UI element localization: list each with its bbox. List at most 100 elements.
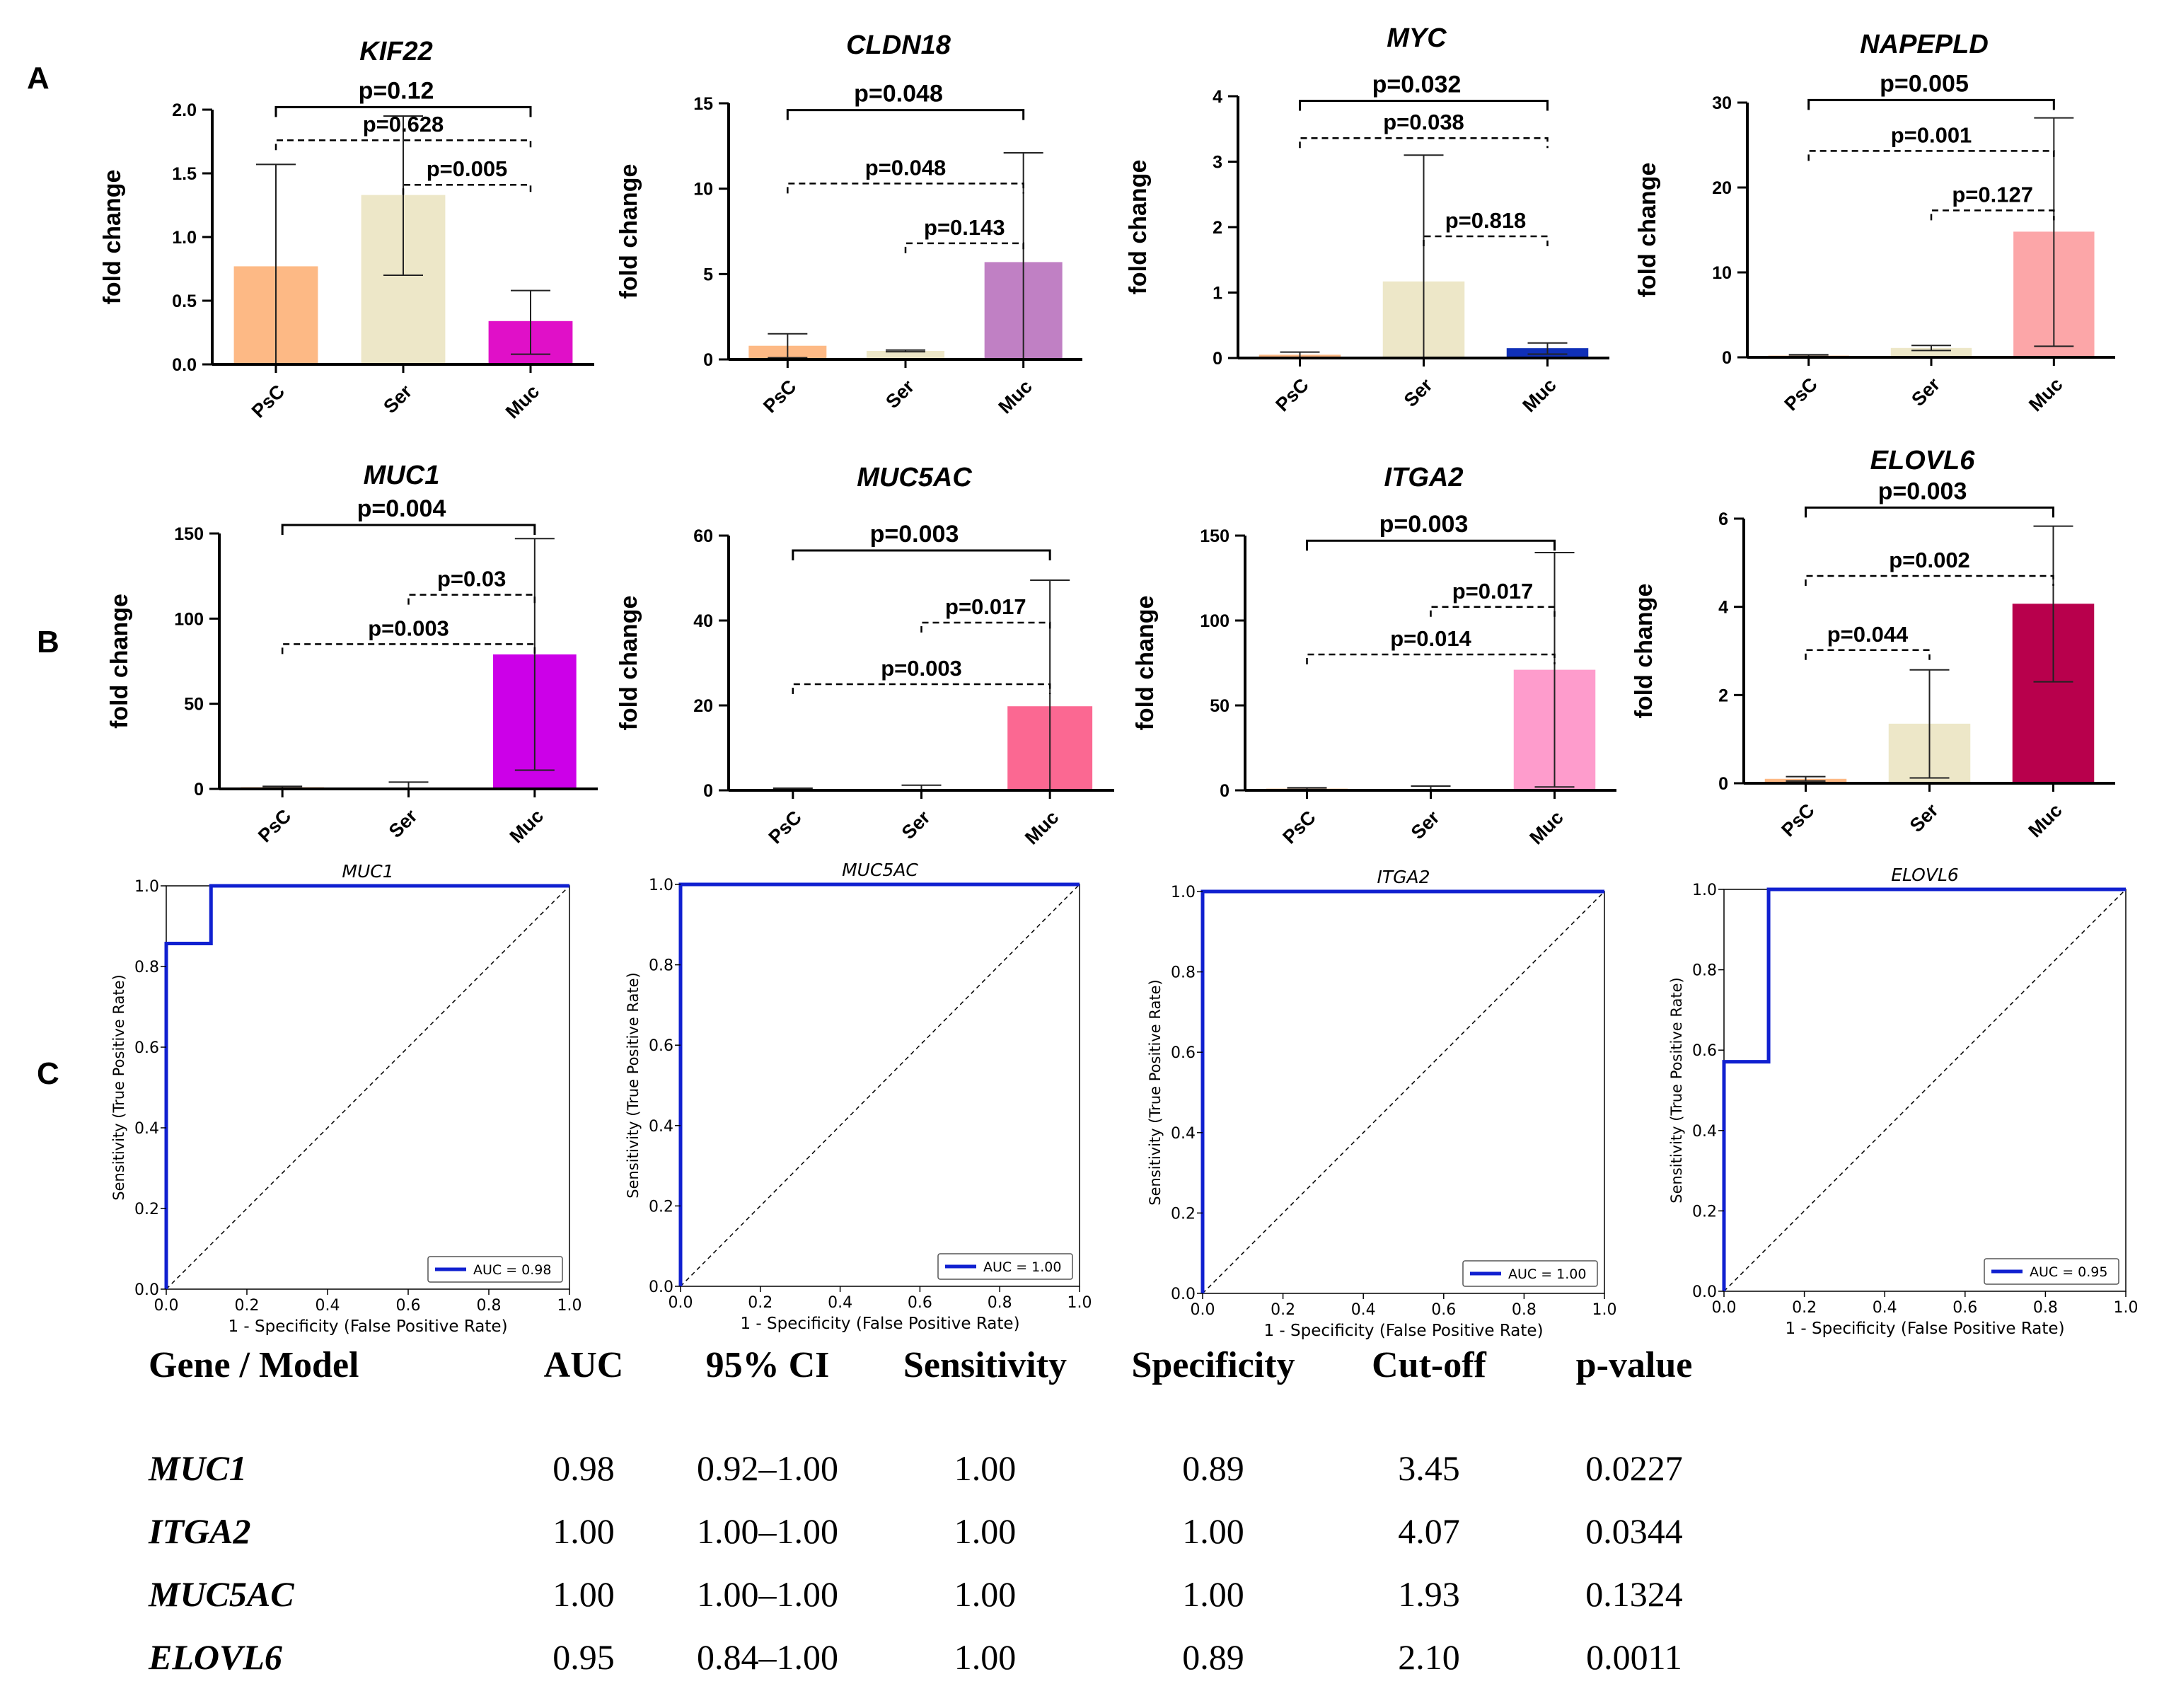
table-row: ELOVL6 0.95 0.84–1.00 1.00 0.89 2.10 0.0… (149, 1625, 1740, 1688)
table-row: MUC1 0.98 0.92–1.00 1.00 0.89 3.45 0.022… (149, 1436, 1740, 1499)
cell-auc: 1.00 (552, 1574, 615, 1614)
p-value-label: p=0.048 (854, 81, 943, 108)
x-tick-label: 0.8 (477, 1297, 502, 1315)
x-tick-label: 0.2 (748, 1294, 773, 1312)
y-tick-label: 20 (1712, 178, 1732, 198)
y-tick-label: 0.0 (172, 355, 197, 375)
cell-cutoff: 4.07 (1398, 1511, 1460, 1551)
y-tick-label: 4 (1718, 598, 1728, 618)
significance-bracket (1805, 506, 2054, 518)
y-axis-label: fold change (99, 170, 126, 305)
cell-auc: 0.95 (552, 1637, 615, 1677)
significance-bracket (407, 594, 536, 605)
x-tick-label: 0.4 (316, 1297, 340, 1315)
y-tick-label: 2.0 (172, 100, 197, 120)
y-tick-label: 6 (1718, 509, 1728, 529)
x-tick-label: 0.4 (828, 1294, 852, 1312)
x-tick-label: Muc (1021, 807, 1063, 848)
significance-bracket (792, 683, 1051, 694)
y-tick-label: 0.6 (1171, 1044, 1196, 1062)
y-tick-label: 50 (1210, 696, 1229, 716)
y-tick-label: 0 (1718, 774, 1728, 794)
chance-line (1202, 891, 1605, 1294)
x-axis-label: 1 - Specificity (False Positive Rate) (228, 1317, 507, 1336)
chart-title: MYC (1387, 23, 1447, 53)
y-tick-label: 0 (194, 780, 204, 800)
x-tick-label: PsC (1278, 807, 1319, 848)
y-tick-label: 4 (1213, 87, 1222, 107)
significance-bracket (1805, 575, 2054, 587)
p-value-label: p=0.003 (1878, 478, 1967, 504)
y-tick-label: 100 (174, 609, 204, 629)
y-tick-label: 0.0 (649, 1279, 673, 1296)
y-tick-label: 0 (1220, 781, 1229, 801)
table-header-row: Gene / Model AUC 95% CI Sensitivity Spec… (149, 1344, 1740, 1436)
y-tick-label: 0.2 (1171, 1205, 1196, 1223)
y-tick-label: 1.0 (649, 877, 673, 894)
y-tick-label: 0.2 (1692, 1203, 1717, 1221)
cell-sensitivity: 1.00 (954, 1448, 1017, 1488)
x-axis-label: 1 - Specificity (False Positive Rate) (1785, 1320, 2064, 1338)
x-tick-label: 0.4 (1351, 1301, 1376, 1319)
cell-cutoff: 3.45 (1398, 1448, 1460, 1488)
p-value-label: p=0.03 (437, 567, 506, 592)
x-tick-label: Ser (881, 376, 918, 412)
bar-ser (867, 350, 944, 359)
x-tick-label: 0.8 (1512, 1301, 1537, 1319)
table-row: MUC5AC 1.00 1.00–1.00 1.00 1.00 1.93 0.1… (149, 1562, 1740, 1625)
y-tick-label: 100 (1200, 611, 1229, 631)
y-tick-label: 0.0 (1692, 1283, 1717, 1301)
y-axis-label: fold change (106, 594, 133, 729)
significance-bracket (1423, 235, 1549, 246)
significance-bracket (1306, 539, 1556, 551)
x-tick-label: 1.0 (2114, 1299, 2139, 1317)
p-value-label: p=0.002 (1889, 548, 1970, 572)
significance-bracket (920, 621, 1051, 633)
significance-bracket (1299, 99, 1549, 111)
cell-cutoff: 1.93 (1398, 1574, 1460, 1614)
header-cutoff: Cut-off (1372, 1345, 1486, 1385)
significance-bracket (281, 643, 536, 654)
y-tick-label: 1.0 (134, 878, 159, 896)
x-tick-label: Ser (898, 807, 935, 843)
x-tick-label: Ser (385, 805, 422, 842)
x-tick-label: Ser (1906, 800, 1943, 836)
significance-bracket (792, 549, 1051, 560)
roc-title: ITGA2 (1377, 867, 1430, 887)
significance-bracket (1930, 209, 2055, 221)
p-value-label: p=0.014 (1390, 626, 1471, 651)
p-value-label: p=0.628 (363, 112, 444, 137)
y-tick-label: 10 (693, 180, 713, 200)
x-tick-label: 1.0 (1592, 1301, 1617, 1319)
x-tick-label: Muc (1525, 807, 1567, 848)
x-tick-label: Muc (995, 376, 1036, 417)
header-ci: 95% CI (705, 1345, 830, 1385)
p-value-label: p=0.048 (865, 155, 947, 180)
y-axis-label: Sensitivity (True Positive Rate) (625, 972, 642, 1198)
y-tick-label: 150 (174, 524, 204, 544)
roc-title: MUC5AC (842, 860, 918, 880)
cell-pvalue: 0.0011 (1586, 1637, 1682, 1677)
chart-title: KIF22 (359, 37, 432, 67)
cell-gene: MUC5AC (149, 1574, 294, 1614)
x-tick-label: 0.0 (1191, 1301, 1215, 1319)
y-tick-label: 0 (703, 781, 713, 801)
x-tick-label: Muc (1518, 374, 1560, 416)
y-tick-label: 0.6 (134, 1039, 159, 1057)
y-tick-label: 40 (693, 611, 713, 631)
p-value-label: p=0.12 (359, 77, 434, 104)
significance-bracket (904, 242, 1024, 253)
y-tick-label: 0.8 (1692, 962, 1717, 980)
legend-label: AUC = 0.98 (473, 1262, 551, 1278)
x-tick-label: Ser (1407, 807, 1444, 843)
summary-table: Gene / Model AUC 95% CI Sensitivity Spec… (149, 1344, 1740, 1698)
significance-bracket (1430, 606, 1556, 617)
x-tick-label: PsC (248, 381, 289, 422)
x-tick-label: 0.6 (1952, 1299, 1977, 1317)
x-axis-label: 1 - Specificity (False Positive Rate) (740, 1315, 1019, 1333)
cell-specificity: 1.00 (1182, 1511, 1244, 1551)
panel-label-a: A (27, 61, 50, 96)
cell-ci: 1.00–1.00 (697, 1511, 838, 1551)
y-tick-label: 0.6 (1692, 1042, 1717, 1060)
roc-title: ELOVL6 (1891, 865, 1959, 885)
